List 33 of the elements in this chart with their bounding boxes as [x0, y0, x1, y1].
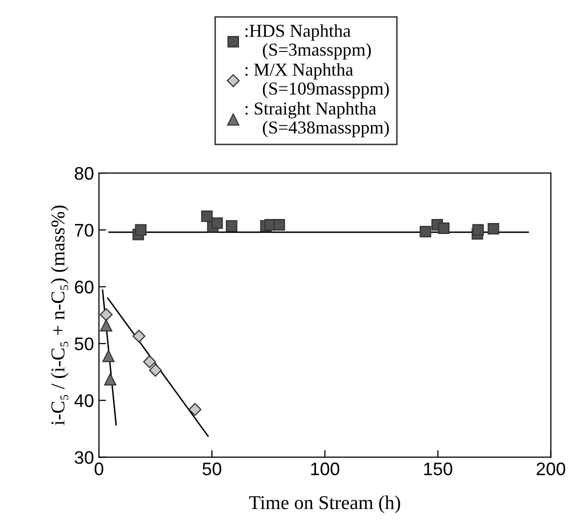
- point: [132, 330, 146, 343]
- x-axis-title: Time on Stream (h): [249, 496, 400, 514]
- point: [472, 224, 484, 236]
- legend-label: :HDS Naphtha (S=3massppm): [245, 24, 371, 60]
- point: [488, 223, 500, 235]
- point: [438, 222, 450, 234]
- y-axis-title: i-C₅ / (i-C₅ + n-C₅) (mass%): [50, 206, 68, 426]
- legend-label: : M/X Naphtha (S=109massppm): [245, 63, 389, 98]
- x-tick-label: 100: [311, 462, 340, 476]
- point: [143, 355, 156, 368]
- point: [102, 350, 115, 362]
- y-tick-label: 80: [74, 167, 94, 180]
- y-tick-label: 70: [74, 224, 94, 237]
- point: [188, 403, 202, 416]
- point: [104, 373, 116, 386]
- point: [420, 226, 432, 238]
- x-tick-label: 150: [424, 462, 452, 476]
- x-tick-label: 200: [536, 462, 566, 476]
- point: [211, 217, 223, 229]
- y-tick-label: 30: [74, 451, 94, 464]
- point: [201, 210, 213, 222]
- legend-label: : Straight Naphtha (S=438massppm): [245, 102, 389, 138]
- point: [273, 219, 286, 231]
- point: [100, 319, 112, 332]
- point: [226, 220, 238, 232]
- point: [148, 364, 162, 377]
- y-tick-label: 40: [74, 394, 94, 408]
- point: [134, 224, 147, 236]
- y-tick-label: 50: [74, 337, 94, 350]
- x-tick-label: 0: [94, 462, 104, 476]
- y-tick-label: 60: [74, 280, 94, 294]
- point: [100, 308, 113, 322]
- x-tick-label: 50: [202, 462, 222, 476]
